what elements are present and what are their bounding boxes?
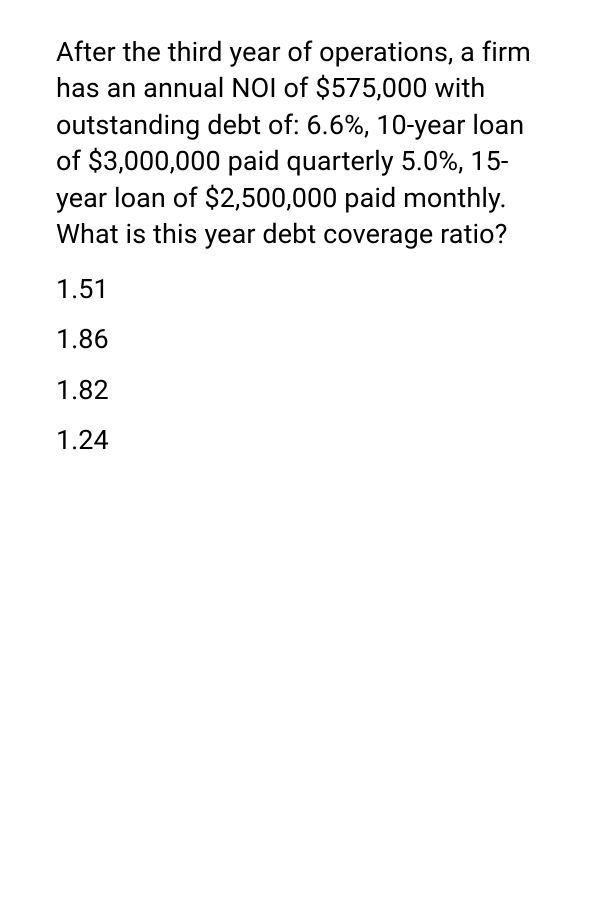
- answer-option[interactable]: 1.24: [56, 422, 556, 458]
- answer-options: 1.51 1.86 1.82 1.24: [56, 271, 556, 459]
- answer-option[interactable]: 1.86: [56, 321, 556, 357]
- answer-option[interactable]: 1.82: [56, 372, 556, 408]
- question-page: After the third year of operations, a fi…: [0, 0, 606, 458]
- answer-option[interactable]: 1.51: [56, 271, 556, 307]
- question-text: After the third year of operations, a fi…: [56, 34, 556, 253]
